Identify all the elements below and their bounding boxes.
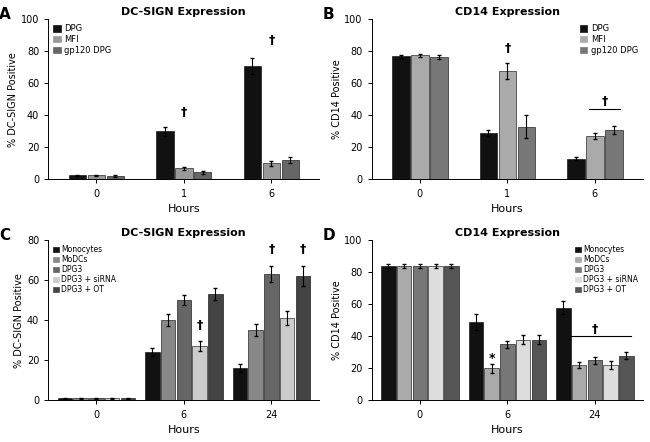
Bar [58, 399, 72, 400]
Y-axis label: % DC-SIGN Positive: % DC-SIGN Positive [8, 52, 18, 147]
Bar [156, 131, 174, 179]
Bar [263, 164, 280, 179]
Bar [392, 56, 410, 179]
Bar [161, 320, 176, 400]
Legend: DPG, MFI, gp120 DPG: DPG, MFI, gp120 DPG [579, 23, 639, 56]
Bar [499, 71, 516, 179]
Title: DC-SIGN Expression: DC-SIGN Expression [122, 228, 246, 238]
Bar [280, 318, 294, 400]
Legend: DPG, MFI, gp120 DPG: DPG, MFI, gp120 DPG [53, 23, 112, 56]
Bar [500, 344, 515, 400]
Bar [516, 339, 530, 400]
Text: D: D [323, 228, 335, 243]
Bar [107, 176, 124, 179]
Title: CD14 Expression: CD14 Expression [455, 228, 560, 238]
Bar [603, 365, 618, 400]
Text: †: † [592, 323, 598, 335]
Text: A: A [0, 7, 11, 22]
Bar [469, 322, 483, 400]
Text: *: * [488, 352, 495, 365]
Bar [397, 266, 411, 400]
Bar [567, 159, 585, 179]
Bar [208, 294, 222, 400]
Bar [430, 57, 448, 179]
Bar [281, 160, 299, 179]
Bar [69, 175, 86, 179]
Bar [194, 172, 211, 179]
Text: †: † [504, 42, 510, 54]
Text: †: † [181, 106, 187, 118]
Bar [480, 133, 497, 179]
Bar [175, 168, 192, 179]
Bar [177, 301, 191, 400]
Bar [89, 399, 103, 400]
Bar [264, 274, 279, 400]
Text: †: † [601, 95, 608, 108]
Bar [532, 339, 546, 400]
Text: †: † [300, 244, 306, 256]
X-axis label: Hours: Hours [491, 204, 524, 214]
Bar [381, 266, 396, 400]
Text: †: † [196, 320, 203, 332]
X-axis label: Hours: Hours [168, 425, 200, 435]
Bar [484, 369, 499, 400]
Bar [517, 126, 535, 179]
Bar [619, 356, 634, 400]
Y-axis label: % CD14 Positive: % CD14 Positive [332, 60, 342, 139]
Legend: Monocytes, MoDCs, DPG3, DPG3 + siRNA, DPG3 + OT: Monocytes, MoDCs, DPG3, DPG3 + siRNA, DP… [575, 244, 639, 295]
Bar [248, 331, 263, 400]
Text: C: C [0, 228, 10, 243]
Bar [88, 175, 105, 179]
Bar [413, 266, 427, 400]
Bar [192, 347, 207, 400]
Bar [73, 399, 88, 400]
Bar [556, 308, 571, 400]
Bar [605, 130, 623, 179]
Bar [586, 136, 604, 179]
Y-axis label: % DC-SIGN Positive: % DC-SIGN Positive [14, 273, 24, 368]
Bar [411, 55, 428, 179]
Bar [572, 365, 586, 400]
Bar [120, 399, 135, 400]
Text: B: B [323, 7, 335, 22]
X-axis label: Hours: Hours [168, 204, 200, 214]
Bar [105, 399, 120, 400]
Legend: Monocytes, MoDCs, DPG3, DPG3 + siRNA, DPG3 + OT: Monocytes, MoDCs, DPG3, DPG3 + siRNA, DP… [52, 244, 117, 295]
Bar [233, 369, 247, 400]
Y-axis label: % CD14 Positive: % CD14 Positive [332, 281, 342, 360]
Title: CD14 Expression: CD14 Expression [455, 7, 560, 17]
X-axis label: Hours: Hours [491, 425, 524, 435]
Bar [244, 66, 261, 179]
Text: †: † [268, 244, 274, 256]
Text: †: † [268, 34, 274, 46]
Bar [296, 276, 310, 400]
Title: DC-SIGN Expression: DC-SIGN Expression [122, 7, 246, 17]
Bar [588, 360, 602, 400]
Bar [428, 266, 443, 400]
Bar [145, 352, 159, 400]
Bar [444, 266, 459, 400]
